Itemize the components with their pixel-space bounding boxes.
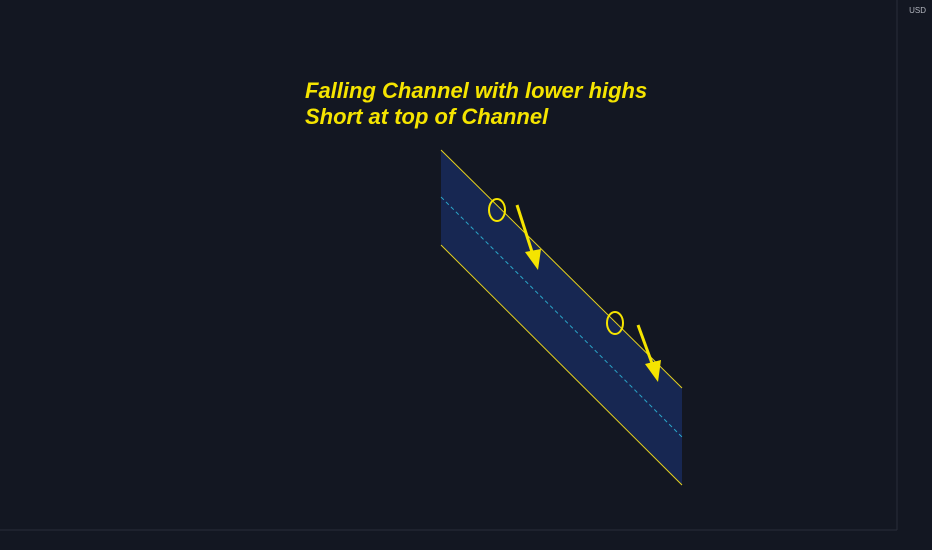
- channel-top: [440, 149, 683, 389]
- price-axis: [897, 0, 932, 550]
- annotation: Short at top of Channel: [305, 104, 549, 129]
- highlight-circle: [488, 198, 506, 222]
- channel-mid: [440, 196, 683, 438]
- annotation: Falling Channel with lower highs: [305, 78, 647, 103]
- arrow: [515, 204, 541, 270]
- arrow: [636, 324, 661, 382]
- currency: USD: [909, 6, 926, 15]
- highlight-circle: [606, 311, 624, 335]
- channel-bottom: [440, 244, 683, 486]
